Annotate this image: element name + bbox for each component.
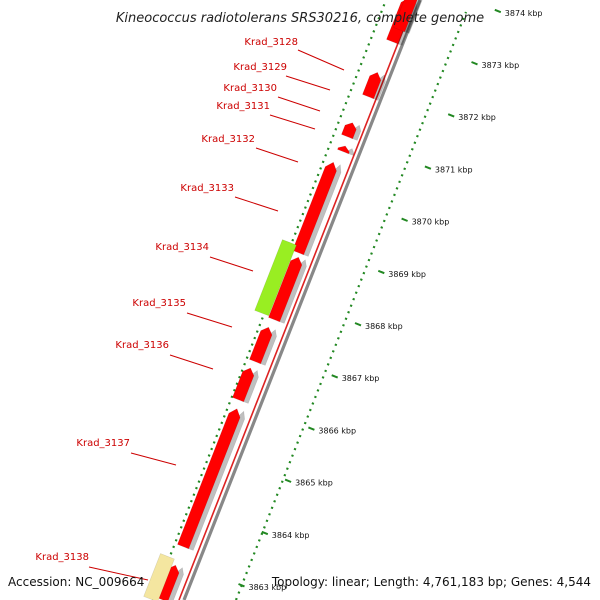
gene-label-group: Krad_3136 xyxy=(115,340,214,370)
gene-label-group: Krad_3134 xyxy=(155,242,254,272)
gene-leader-line xyxy=(285,75,331,91)
accession-text: Accession: NC_009664 xyxy=(8,575,144,589)
gene-leader-line xyxy=(277,96,321,112)
scale-tick-mark xyxy=(308,426,315,431)
scale-tick-mark xyxy=(331,374,339,379)
gene-arrow xyxy=(249,326,277,366)
scale-tick-label: 3869 kbp xyxy=(388,270,426,279)
gene-arrow-shadow xyxy=(402,0,423,34)
gene-label: Krad_3132 xyxy=(201,134,255,145)
gene-leader-line xyxy=(255,147,299,163)
gene-arrow xyxy=(232,367,259,404)
gene-label-group: Krad_3131 xyxy=(216,101,316,130)
gene-label: Krad_3133 xyxy=(180,183,234,194)
gene-leader-line xyxy=(130,452,177,466)
scale-tick-mark xyxy=(424,165,432,170)
gene-arrow-body xyxy=(232,367,255,403)
gene-leader-line xyxy=(88,566,149,581)
gene-label-group: Krad_3132 xyxy=(201,134,299,163)
gene-label: Krad_3137 xyxy=(76,438,130,449)
scale-tick-label: 3863 kbp xyxy=(249,583,287,592)
gene-arrow-body xyxy=(341,122,357,140)
gene-label-group: Krad_3138 xyxy=(35,552,149,581)
gene-arrow-body xyxy=(292,161,337,256)
gene-arrow-body xyxy=(362,72,382,100)
scale-tick-mark xyxy=(494,8,502,14)
gene-label: Krad_3135 xyxy=(132,298,186,309)
scale-tick-mark xyxy=(261,530,269,536)
gene-label: Krad_3128 xyxy=(244,37,298,48)
gene-leader-line xyxy=(209,256,254,272)
gene-label-group: Krad_3133 xyxy=(180,183,279,212)
scale-tick-mark xyxy=(377,269,385,275)
gene-label: Krad_3136 xyxy=(115,340,169,351)
scale-tick-mark xyxy=(471,61,478,66)
gene-label-group: Krad_3137 xyxy=(76,438,177,466)
highlighted-gene-box xyxy=(254,239,297,317)
gene-arrow xyxy=(362,72,386,101)
scale-ticks: 3863 kbp 3864 kbp 3865 kbp 3866 kbp 3867 kbp… xyxy=(238,8,543,592)
scale-tick-label: 3874 kbp xyxy=(505,9,543,18)
outer-dotted-track xyxy=(234,11,468,600)
gene-label: Krad_3129 xyxy=(233,62,287,73)
partial-gene-box xyxy=(143,553,175,600)
gene-arrow-body xyxy=(268,256,303,323)
gene-label-group: Krad_3128 xyxy=(244,37,345,71)
gene-arrow-body xyxy=(177,408,241,550)
gene-arrow-body xyxy=(393,0,418,33)
gene-label: Krad_3130 xyxy=(223,83,277,94)
scale-tick-label: 3868 kbp xyxy=(365,322,403,331)
scale-tick-label: 3865 kbp xyxy=(295,479,333,488)
scale-tick-label: 3864 kbp xyxy=(272,531,310,540)
backbone-shadow xyxy=(182,0,422,600)
genome-backbone xyxy=(178,0,422,600)
gene-label-group: Krad_3130 xyxy=(223,83,321,112)
gene-label-group: Krad_3129 xyxy=(233,62,331,91)
gene-leader-line xyxy=(269,114,316,130)
gene-labels: Krad_3128 Krad_3129 Krad_3130 Krad_3131 Krad… xyxy=(35,37,345,581)
gene-leader-line xyxy=(297,49,345,71)
genome-summary-text: Topology: linear; Length: 4,761,183 bp; … xyxy=(271,575,591,589)
gene-label: Krad_3138 xyxy=(35,552,89,563)
gene-arrow xyxy=(341,122,362,141)
scale-tick-mark xyxy=(401,217,408,222)
gene-leader-line xyxy=(169,354,214,370)
gene-arrow-body xyxy=(337,145,350,155)
gene-arrow-body xyxy=(249,326,273,365)
gene-label-group: Krad_3135 xyxy=(132,298,233,328)
gene-arrow xyxy=(337,145,355,156)
gene-arrow xyxy=(268,256,307,324)
scale-tick-label: 3866 kbp xyxy=(318,426,356,435)
gene-label: Krad_3131 xyxy=(216,101,270,112)
gene-arrow xyxy=(292,161,342,257)
gene-leader-line xyxy=(186,312,233,328)
scale-tick-mark xyxy=(354,322,362,327)
gene-leader-line xyxy=(234,196,279,212)
scale-tick-label: 3871 kbp xyxy=(435,165,473,174)
gene-features xyxy=(143,0,423,600)
gene-arrow xyxy=(393,0,423,34)
scale-tick-label: 3870 kbp xyxy=(412,218,450,227)
scale-tick-label: 3867 kbp xyxy=(342,374,380,383)
scale-tick-mark xyxy=(238,583,245,588)
gene-arrow xyxy=(177,408,245,551)
map-title: Kineococcus radiotolerans SRS30216, comp… xyxy=(116,11,484,26)
scale-tick-mark xyxy=(284,478,292,483)
scale-tick-mark xyxy=(447,113,455,118)
scale-tick-label: 3872 kbp xyxy=(458,113,496,122)
dotted-tracks xyxy=(151,0,468,600)
scale-tick-label: 3873 kbp xyxy=(482,61,520,70)
backbone-line xyxy=(178,0,416,600)
gene-label: Krad_3134 xyxy=(155,242,209,253)
